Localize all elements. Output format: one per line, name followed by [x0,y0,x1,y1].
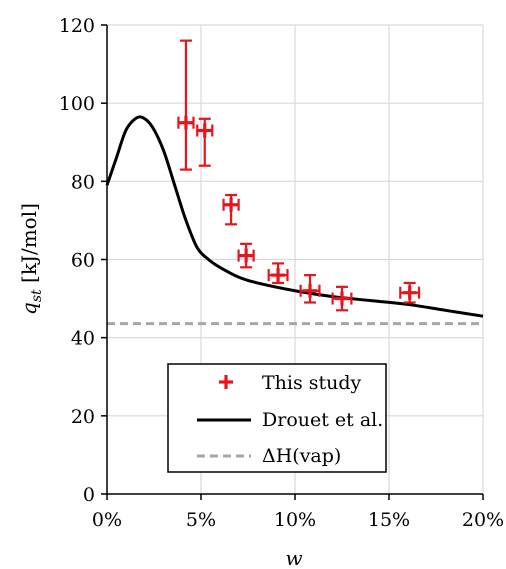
y-tick-label-0: 0 [83,484,95,506]
data-point-3 [237,242,255,269]
y-tick-label-2: 40 [71,328,95,350]
this-study-series [177,39,421,312]
legend-item-drouet: Drouet et al. [197,409,383,431]
x-axis-label: w [285,546,302,569]
x-tick-label-3: 15% [368,509,410,531]
legend-label-drouet: Drouet et al. [262,409,383,431]
legend-item-this-study: This study [219,372,362,394]
drouet-series [105,115,484,318]
x-tick-label-0: 0% [92,509,122,531]
y-tick-label-1: 20 [71,406,95,428]
x-tick-label-4: 20% [462,509,504,531]
y-tick-label-3: 60 [71,250,95,272]
legend: This study Drouet et al. ΔH(vap) [167,363,387,473]
drouet-curve [105,115,484,318]
data-point-5 [299,274,321,304]
legend-item-dh-vap: ΔH(vap) [197,445,341,467]
tick-labels: 0 20 40 60 80 100 120 0% 5% 10% 15% 20% [59,15,504,531]
data-point-6 [331,285,353,312]
y-tick-label-4: 80 [71,171,95,193]
legend-label-this-study: This study [262,372,362,394]
legend-marker-this-study [219,375,233,389]
y-tick-label-6: 120 [59,15,95,37]
data-point-4 [267,262,289,285]
legend-box [167,363,387,473]
x-tick-label-1: 5% [186,509,216,531]
grid [107,24,484,494]
axes [101,24,484,500]
data-point-7 [399,281,421,304]
y-tick-label-5: 100 [59,93,95,115]
data-point-0 [177,39,195,171]
data-point-2 [222,193,240,226]
data-point-1 [196,117,214,167]
x-tick-label-2: 10% [274,509,316,531]
y-axis-label: qst [kJ/mol] [17,203,45,315]
legend-label-dh-vap: ΔH(vap) [262,445,341,467]
